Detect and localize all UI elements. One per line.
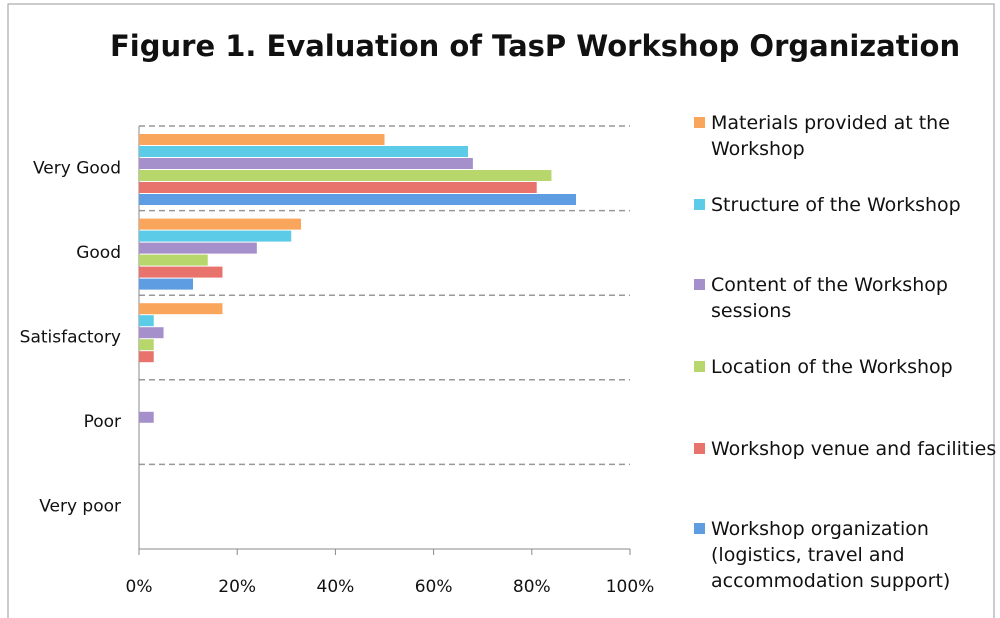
legend-label: Materials provided at the Workshop <box>711 112 950 160</box>
bar <box>139 351 154 363</box>
legend-entry: Workshop venue and facilities <box>694 436 1000 462</box>
y-tick-label: Good <box>76 243 121 263</box>
legend-label: Workshop organization (logistics, travel… <box>711 518 951 592</box>
y-tick-label: Poor <box>84 412 121 432</box>
bar <box>139 411 154 423</box>
legend-entry: Location of the Workshop <box>694 354 1000 380</box>
bar <box>139 242 257 254</box>
legend-swatch <box>694 279 705 290</box>
bar <box>139 254 208 266</box>
legend-label: Structure of the Workshop <box>711 194 961 216</box>
legend-swatch <box>694 117 705 128</box>
x-tick-label: 100% <box>606 577 655 597</box>
x-tick-label: 20% <box>218 577 256 597</box>
y-tick-label: Very poor <box>39 497 121 517</box>
bar <box>139 218 302 230</box>
bar <box>139 266 223 278</box>
legend-label: Workshop venue and facilities <box>711 438 997 460</box>
bar <box>139 194 576 205</box>
bar <box>139 230 292 242</box>
frame <box>7 3 995 618</box>
y-tick-label: Very Good <box>33 158 121 178</box>
legend-entry: Workshop organization (logistics, travel… <box>694 516 1000 594</box>
x-tick-label: 60% <box>415 577 453 597</box>
legend-swatch <box>694 361 705 372</box>
bar <box>139 158 473 169</box>
x-tick-label: 40% <box>317 577 355 597</box>
legend-label: Location of the Workshop <box>711 356 953 378</box>
bar <box>139 339 154 351</box>
bar <box>139 134 385 145</box>
bar <box>139 182 537 193</box>
legend-swatch <box>694 199 705 210</box>
chart-title: Figure 1. Evaluation of TasP Workshop Or… <box>110 29 960 63</box>
bar <box>139 327 164 339</box>
bar <box>139 303 223 315</box>
legend-swatch <box>694 443 705 454</box>
bar <box>139 146 468 157</box>
x-tick-label: 0% <box>126 577 153 597</box>
legend-swatch <box>694 523 705 534</box>
bar <box>139 315 154 327</box>
y-tick-label: Satisfactory <box>20 328 121 348</box>
legend-entry: Content of the Workshop sessions <box>694 272 1000 324</box>
legend-entry: Structure of the Workshop <box>694 192 1000 218</box>
legend-entry: Materials provided at the Workshop <box>694 110 1000 162</box>
bar <box>139 278 194 290</box>
legend-label: Content of the Workshop sessions <box>711 274 948 322</box>
x-tick-label: 80% <box>513 577 551 597</box>
bar <box>139 170 552 181</box>
